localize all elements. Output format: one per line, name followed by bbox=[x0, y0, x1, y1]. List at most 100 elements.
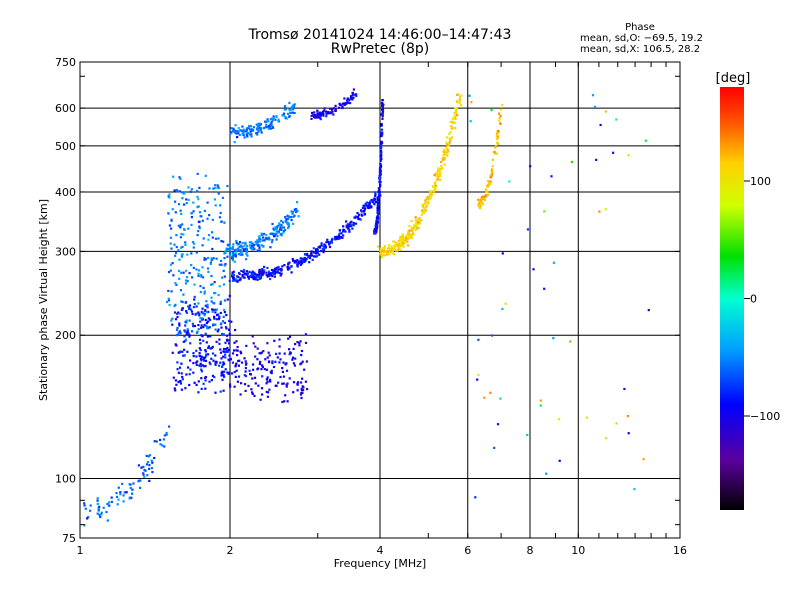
data-point bbox=[285, 383, 288, 386]
data-point bbox=[190, 216, 193, 219]
data-point bbox=[191, 322, 194, 325]
data-point bbox=[478, 201, 481, 204]
data-point bbox=[273, 339, 276, 342]
data-point bbox=[437, 175, 440, 178]
data-point bbox=[203, 312, 206, 316]
data-point bbox=[231, 129, 234, 133]
data-point bbox=[229, 357, 232, 360]
data-point bbox=[252, 273, 255, 276]
data-point bbox=[233, 141, 236, 144]
data-point bbox=[287, 217, 290, 220]
data-point bbox=[419, 218, 422, 222]
data-point bbox=[379, 152, 382, 155]
data-point bbox=[496, 136, 499, 139]
phase-stats-x: mean, sd,X: 106.5, 28.2 bbox=[580, 44, 701, 55]
data-point bbox=[244, 242, 247, 245]
data-point bbox=[283, 400, 286, 403]
data-point bbox=[423, 206, 426, 209]
data-point bbox=[348, 225, 351, 228]
data-point bbox=[245, 244, 249, 247]
data-point bbox=[293, 261, 296, 264]
data-point bbox=[290, 216, 293, 219]
data-point bbox=[373, 191, 377, 194]
data-point bbox=[131, 488, 134, 491]
data-point bbox=[348, 228, 351, 232]
data-point bbox=[345, 102, 348, 105]
data-point bbox=[254, 355, 257, 358]
data-point bbox=[323, 107, 326, 110]
data-point bbox=[425, 205, 428, 208]
data-point bbox=[228, 332, 231, 336]
data-point bbox=[129, 486, 132, 490]
x-axis-label: Frequency [MHz] bbox=[334, 557, 426, 570]
data-point bbox=[169, 236, 172, 239]
data-point bbox=[175, 283, 178, 286]
data-point bbox=[343, 102, 346, 105]
data-point bbox=[300, 387, 303, 390]
data-point bbox=[303, 260, 306, 263]
data-point bbox=[187, 332, 190, 335]
data-point bbox=[296, 341, 299, 344]
data-point bbox=[331, 110, 334, 113]
data-point bbox=[123, 491, 126, 494]
data-point bbox=[300, 396, 303, 400]
data-point bbox=[310, 114, 313, 117]
data-point bbox=[292, 259, 295, 262]
data-point bbox=[287, 337, 290, 340]
data-point bbox=[305, 360, 308, 363]
data-point bbox=[258, 362, 261, 366]
data-point bbox=[198, 314, 201, 317]
data-point bbox=[286, 266, 289, 269]
data-point bbox=[258, 268, 261, 271]
data-point bbox=[239, 249, 242, 252]
data-point bbox=[252, 368, 255, 371]
data-point bbox=[226, 350, 229, 353]
data-point bbox=[426, 197, 429, 200]
data-point bbox=[180, 253, 183, 256]
data-point bbox=[498, 117, 501, 120]
data-point bbox=[376, 218, 379, 221]
data-point bbox=[159, 443, 162, 446]
data-point bbox=[302, 389, 305, 392]
data-point bbox=[110, 496, 113, 499]
data-point bbox=[605, 437, 608, 440]
data-point bbox=[256, 249, 259, 252]
data-point bbox=[144, 469, 147, 472]
data-point bbox=[241, 125, 244, 128]
data-point bbox=[330, 239, 333, 242]
data-point bbox=[591, 94, 595, 97]
data-point bbox=[446, 148, 449, 151]
data-point bbox=[211, 247, 214, 251]
data-point bbox=[259, 398, 262, 401]
data-point bbox=[241, 132, 244, 136]
data-point bbox=[393, 245, 397, 248]
data-point bbox=[296, 201, 299, 204]
data-point bbox=[250, 271, 253, 275]
data-point bbox=[488, 182, 491, 185]
data-point bbox=[210, 346, 213, 350]
data-point bbox=[386, 249, 389, 252]
data-point bbox=[277, 119, 280, 122]
data-point bbox=[360, 210, 363, 213]
data-point bbox=[170, 219, 173, 222]
data-point bbox=[183, 354, 186, 357]
data-point bbox=[330, 112, 333, 115]
data-point bbox=[352, 96, 355, 99]
data-point bbox=[288, 377, 291, 380]
data-point bbox=[304, 253, 307, 256]
data-point bbox=[253, 376, 257, 379]
data-point bbox=[276, 225, 279, 228]
data-point bbox=[239, 129, 242, 132]
data-point bbox=[545, 472, 548, 475]
data-point bbox=[379, 158, 382, 161]
data-point bbox=[145, 454, 148, 457]
data-point bbox=[201, 219, 204, 222]
data-point bbox=[258, 270, 261, 274]
data-point bbox=[178, 322, 181, 325]
data-point bbox=[180, 232, 183, 236]
data-point bbox=[173, 243, 176, 246]
data-point bbox=[142, 472, 145, 475]
data-point bbox=[235, 241, 238, 245]
data-point bbox=[233, 277, 236, 280]
data-point bbox=[309, 254, 312, 257]
